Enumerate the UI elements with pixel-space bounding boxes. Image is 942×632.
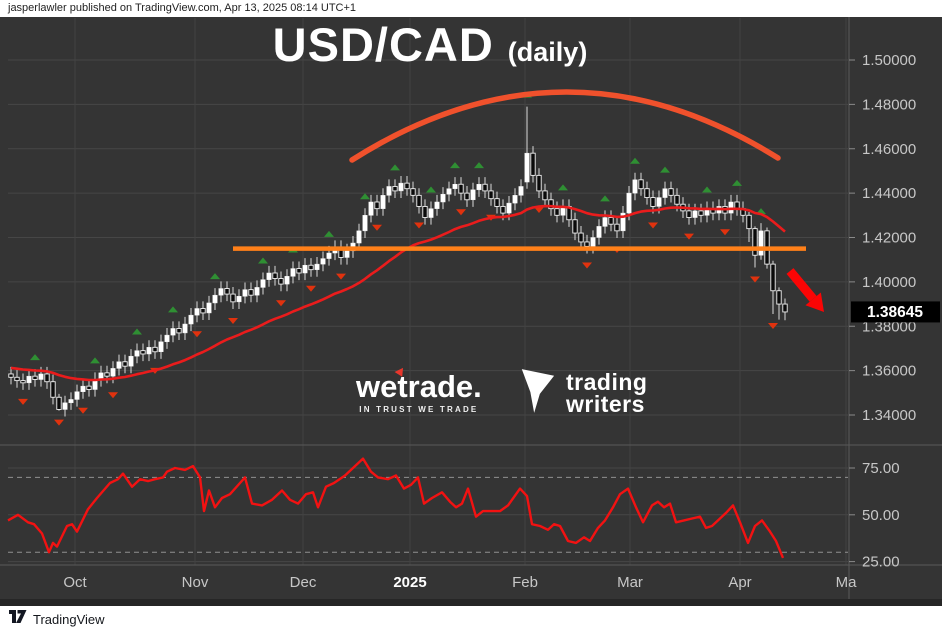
tradingview-brand-text[interactable]: TradingView	[33, 611, 105, 627]
chart-bottom-band	[0, 599, 942, 606]
tradingview-logo-icon[interactable]	[8, 609, 27, 629]
attribution-text: jasperlawler published on TradingView.co…	[8, 2, 357, 14]
chart-background	[0, 17, 942, 599]
attribution-bar: jasperlawler published on TradingView.co…	[0, 0, 942, 17]
footer-bar: TradingView	[0, 606, 942, 632]
